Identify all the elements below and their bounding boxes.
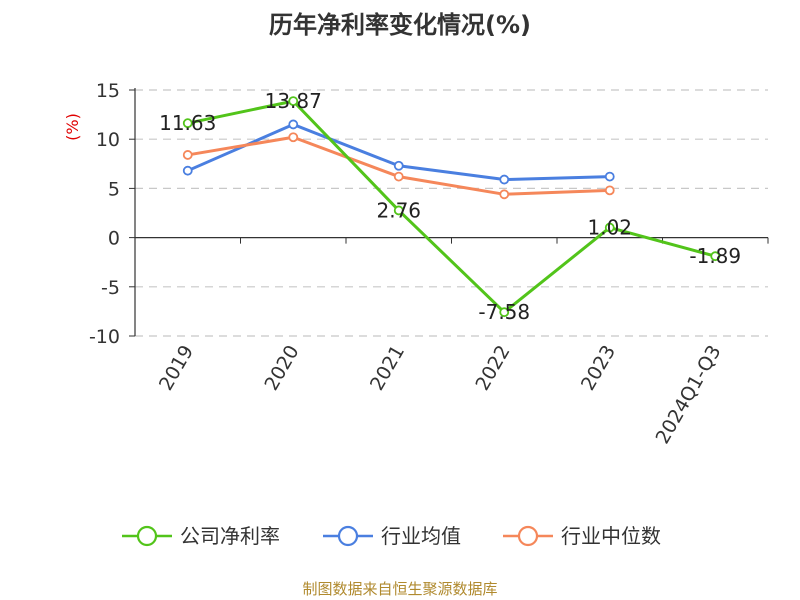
chart-title: 历年净利率变化情况(%) — [269, 11, 531, 39]
legend: 公司净利率 行业均值 行业中位数 — [122, 524, 661, 548]
x-tick-label: 2019 — [155, 342, 198, 395]
legend-marker — [337, 525, 359, 547]
series-point-0 — [288, 96, 299, 107]
y-axis-unit: (%) — [63, 113, 82, 141]
y-tick-label: 5 — [108, 178, 120, 200]
y-tick-label: 15 — [96, 80, 120, 102]
data-label: 11.63 — [159, 111, 216, 135]
y-tick-label: 10 — [96, 129, 120, 151]
series-point-0 — [393, 205, 404, 216]
series-line-0 — [187, 99, 716, 314]
series-point-0 — [710, 251, 721, 262]
series-point-2 — [288, 132, 299, 143]
x-tick-label: 2022 — [471, 342, 514, 395]
y-tick-label: -5 — [101, 277, 120, 299]
legend-marker — [517, 525, 539, 547]
legend-label: 行业中位数 — [561, 524, 661, 548]
series-point-1 — [499, 174, 510, 185]
grid-lines — [135, 89, 768, 337]
series-point-1 — [288, 119, 299, 130]
data-label: 13.87 — [265, 89, 322, 113]
series-point-2 — [499, 189, 510, 200]
data-label: -1.89 — [689, 244, 741, 268]
series-point-2 — [604, 185, 615, 196]
series-point-1 — [182, 165, 193, 176]
series-point-1 — [604, 171, 615, 182]
data-label: 1.02 — [587, 216, 632, 240]
data-label: 2.76 — [376, 198, 421, 222]
series-point-0 — [604, 222, 615, 233]
series-point-2 — [393, 171, 404, 182]
y-tick-label: 0 — [108, 228, 120, 250]
data-label: -7.58 — [478, 300, 530, 324]
y-tick-label: -10 — [89, 326, 120, 348]
x-tick-label: 2023 — [577, 342, 620, 395]
legend-marker — [136, 525, 158, 547]
series-point-0 — [499, 307, 510, 318]
legend-label: 行业均值 — [381, 524, 461, 548]
x-tick-label: 2024Q1-Q3 — [652, 342, 726, 448]
series-point-0 — [182, 118, 193, 129]
x-tick-label: 2020 — [260, 342, 303, 395]
series-lines — [182, 96, 721, 318]
series-point-2 — [182, 150, 193, 160]
series-line-1 — [187, 122, 610, 182]
series-point-1 — [393, 160, 404, 171]
data-labels: 11.63 13.87 2.76 -7.58 1.02 -1.89 — [159, 89, 741, 324]
x-tick-label: 2021 — [366, 342, 409, 395]
source-note: 制图数据来自恒生聚源数据库 — [302, 580, 497, 598]
legend-label: 公司净利率 — [180, 524, 280, 548]
